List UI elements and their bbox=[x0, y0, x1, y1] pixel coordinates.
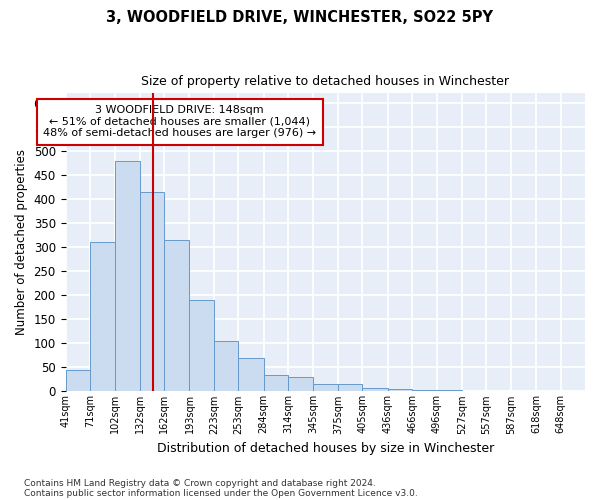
Bar bbox=[214, 341, 238, 392]
Bar bbox=[437, 390, 462, 392]
Bar bbox=[313, 384, 338, 392]
Bar bbox=[288, 377, 313, 392]
Bar bbox=[263, 374, 288, 392]
Bar bbox=[140, 192, 164, 392]
Bar bbox=[388, 389, 412, 392]
Text: 3, WOODFIELD DRIVE, WINCHESTER, SO22 5PY: 3, WOODFIELD DRIVE, WINCHESTER, SO22 5PY bbox=[107, 10, 493, 25]
Bar bbox=[164, 240, 190, 392]
Text: Contains public sector information licensed under the Open Government Licence v3: Contains public sector information licen… bbox=[24, 488, 418, 498]
Text: Contains HM Land Registry data © Crown copyright and database right 2024.: Contains HM Land Registry data © Crown c… bbox=[24, 478, 376, 488]
Bar bbox=[362, 388, 388, 392]
Bar bbox=[238, 358, 263, 392]
Title: Size of property relative to detached houses in Winchester: Size of property relative to detached ho… bbox=[141, 75, 509, 88]
Y-axis label: Number of detached properties: Number of detached properties bbox=[15, 150, 28, 336]
Bar bbox=[338, 384, 362, 392]
Bar bbox=[65, 370, 90, 392]
Text: 3 WOODFIELD DRIVE: 148sqm
← 51% of detached houses are smaller (1,044)
48% of se: 3 WOODFIELD DRIVE: 148sqm ← 51% of detac… bbox=[43, 106, 316, 138]
Bar bbox=[190, 300, 214, 392]
Bar bbox=[412, 390, 437, 392]
Bar bbox=[90, 242, 115, 392]
X-axis label: Distribution of detached houses by size in Winchester: Distribution of detached houses by size … bbox=[157, 442, 494, 455]
Bar bbox=[115, 160, 140, 392]
